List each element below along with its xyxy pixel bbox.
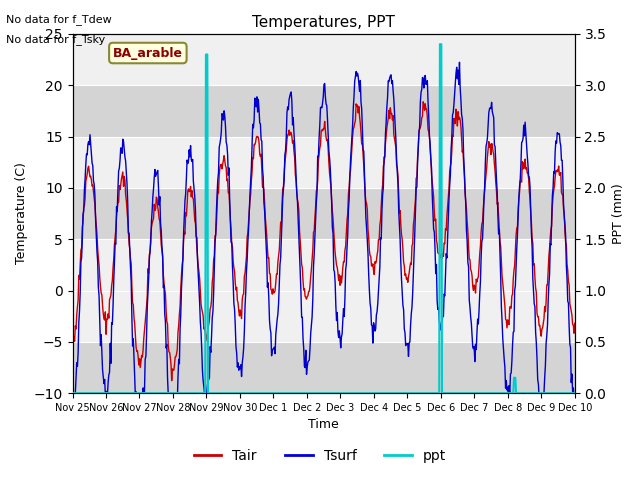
Bar [72,290,575,342]
Bar [72,85,575,137]
Title: Temperatures, PPT: Temperatures, PPT [252,15,395,30]
Bar [72,188,575,239]
Legend: Tair, Tsurf, ppt: Tair, Tsurf, ppt [188,443,452,468]
Y-axis label: Temperature (C): Temperature (C) [15,163,28,264]
Text: BA_arable: BA_arable [113,47,183,60]
Bar [72,239,575,290]
X-axis label: Time: Time [308,419,339,432]
Text: No data for f_Tdew: No data for f_Tdew [6,14,112,25]
Bar [72,342,575,393]
Text: No data for f_Tsky: No data for f_Tsky [6,34,106,45]
Y-axis label: PPT (mm): PPT (mm) [612,183,625,244]
Bar [72,34,575,85]
Bar [72,290,575,342]
Bar [72,137,575,188]
